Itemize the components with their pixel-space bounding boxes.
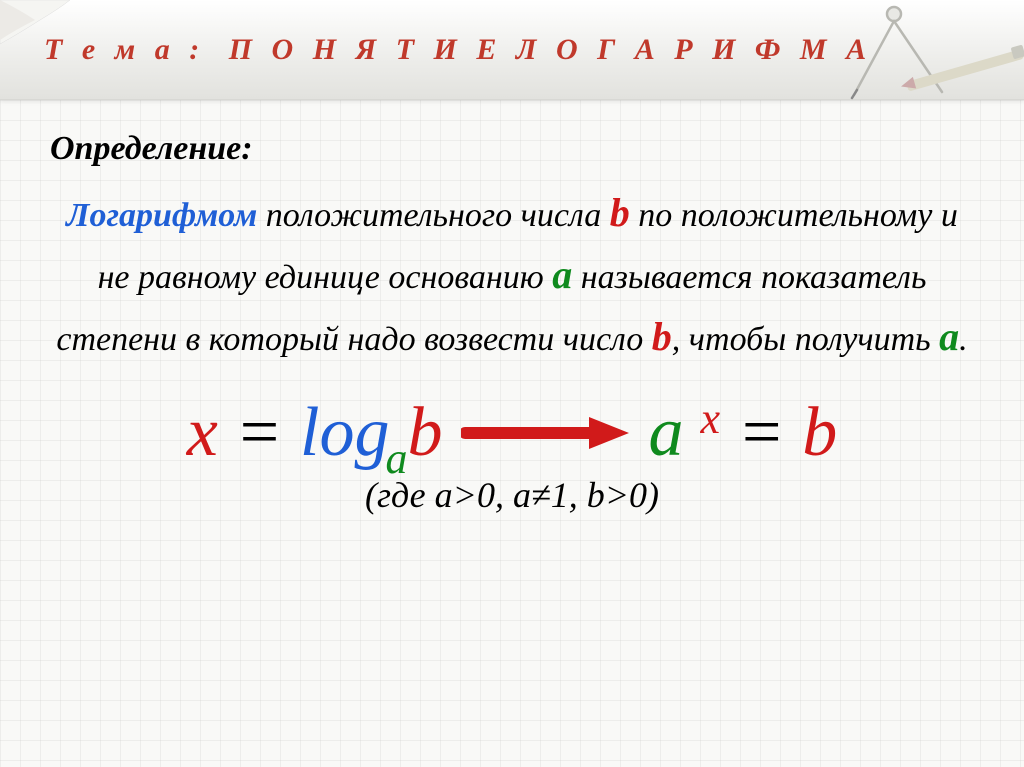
var-a-right: a (649, 394, 684, 471)
formula: x = logab a x = b (50, 398, 974, 468)
word-logarifm: Логарифмом (66, 197, 257, 234)
formula-right: a x = b (649, 398, 838, 468)
var-b: b (610, 190, 630, 235)
var-a: a (552, 252, 572, 297)
equals-2: = (720, 394, 802, 471)
title-main: П О Н Я Т И Е Л О Г А Р И Ф М А (229, 33, 872, 66)
arrow-icon (461, 413, 631, 453)
formula-left: x = logab (187, 398, 443, 468)
def-text-5: . (959, 321, 968, 358)
definition-text: Логарифмом положительного числа b по пол… (50, 182, 974, 368)
conditions: (где a>0, a≠1, b>0) (50, 474, 974, 516)
def-text-4: , чтобы получить (672, 321, 939, 358)
slide-header: Т е м а : П О Н Я Т И Е Л О Г А Р И Ф М … (0, 0, 1024, 100)
log-word: log (300, 394, 389, 471)
log-arg: b (408, 394, 443, 471)
definition-label: Определение: (50, 130, 974, 168)
equals-1: = (218, 394, 300, 471)
var-a2: a (939, 314, 959, 359)
var-x: x (187, 394, 218, 471)
log-base: a (386, 434, 408, 483)
def-text-1: положительного числа (257, 197, 609, 234)
slide-content: Определение: Логарифмом положительного ч… (0, 100, 1024, 516)
page-curl-decoration (0, 0, 90, 50)
var-b2: b (652, 314, 672, 359)
var-b-right: b (802, 394, 837, 471)
exp-x: x (690, 394, 721, 443)
slide-title: Т е м а : П О Н Я Т И Е Л О Г А Р И Ф М … (44, 33, 872, 67)
